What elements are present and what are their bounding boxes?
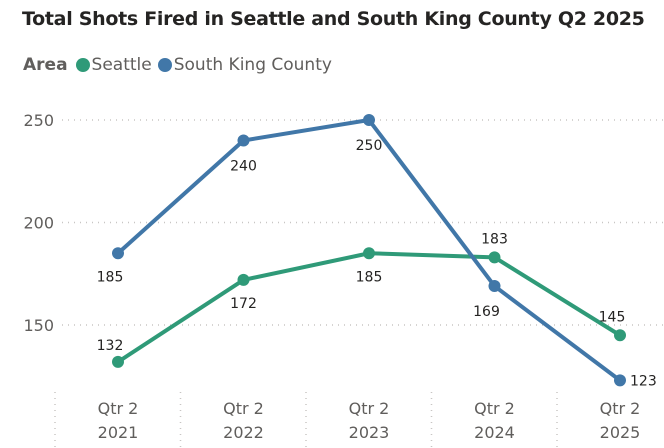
data-label: 132 (97, 338, 124, 354)
x-tick-label: 2021 (98, 423, 139, 442)
data-label: 145 (599, 309, 626, 325)
data-label: 185 (356, 269, 383, 285)
legend: Area Seattle South King County (23, 55, 338, 75)
x-tick-label: Qtr 2 (474, 399, 515, 418)
x-tick-label: Qtr 2 (223, 399, 264, 418)
data-point (614, 329, 626, 342)
data-label: 240 (230, 159, 257, 175)
data-label: 185 (97, 269, 124, 285)
x-tick-label: Qtr 2 (349, 399, 390, 418)
x-tick-label: 2023 (349, 423, 390, 442)
data-label: 183 (481, 231, 508, 247)
data-point (112, 247, 124, 260)
legend-marker-icon (157, 58, 172, 72)
legend-label: Seattle (91, 55, 152, 75)
x-tick-label: Qtr 2 (98, 399, 139, 418)
data-label: 123 (630, 373, 657, 389)
data-point (488, 251, 501, 264)
data-point (237, 134, 250, 147)
legend-label: South King County (173, 55, 332, 75)
data-label: 172 (230, 296, 257, 312)
data-label: 169 (473, 304, 500, 320)
legend-item-seattle[interactable]: Seattle (75, 55, 152, 75)
data-point (363, 247, 375, 260)
legend-item-south-king-county[interactable]: South King County (157, 55, 332, 75)
data-point (112, 355, 124, 368)
data-label: 250 (356, 138, 383, 154)
x-tick-label: 2022 (223, 423, 264, 442)
x-tick-label: Qtr 2 (600, 399, 641, 418)
data-point (237, 273, 250, 286)
legend-title: Area (23, 55, 68, 75)
data-point (488, 280, 501, 293)
data-point (363, 114, 375, 126)
x-tick-label: 2024 (474, 423, 515, 442)
y-tick-label: 200 (23, 214, 54, 233)
y-tick-label: 250 (23, 111, 54, 130)
x-tick-label: 2025 (600, 423, 641, 442)
data-point (614, 374, 626, 387)
y-tick-label: 150 (23, 316, 54, 335)
chart-title: Total Shots Fired in Seattle and South K… (22, 8, 645, 30)
legend-marker-icon (75, 58, 90, 72)
